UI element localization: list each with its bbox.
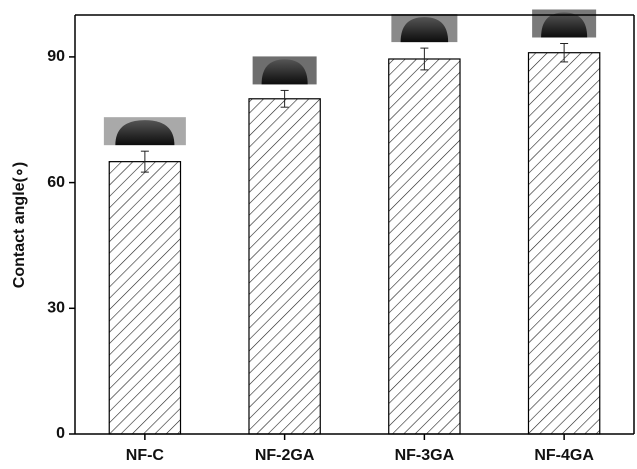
y-tick-label: 30: [47, 300, 65, 317]
x-tick-label: NF-3GA: [395, 447, 455, 464]
x-tick-label: NF-4GA: [534, 447, 594, 464]
bar: [249, 99, 320, 434]
bar: [528, 53, 599, 434]
bar: [389, 59, 460, 434]
y-tick-label: 60: [47, 174, 65, 191]
y-tick-label: 90: [47, 48, 65, 65]
x-tick-label: NF-C: [126, 447, 165, 464]
chart: Contact angle(∘) 0 30 60 90 NF-C NF-2GA NF-3GA…: [0, 0, 637, 469]
bar: [109, 162, 180, 434]
x-tick-label: NF-2GA: [255, 447, 315, 464]
y-axis-label: Contact angle(∘): [11, 162, 28, 288]
y-tick-label: 0: [56, 425, 65, 442]
